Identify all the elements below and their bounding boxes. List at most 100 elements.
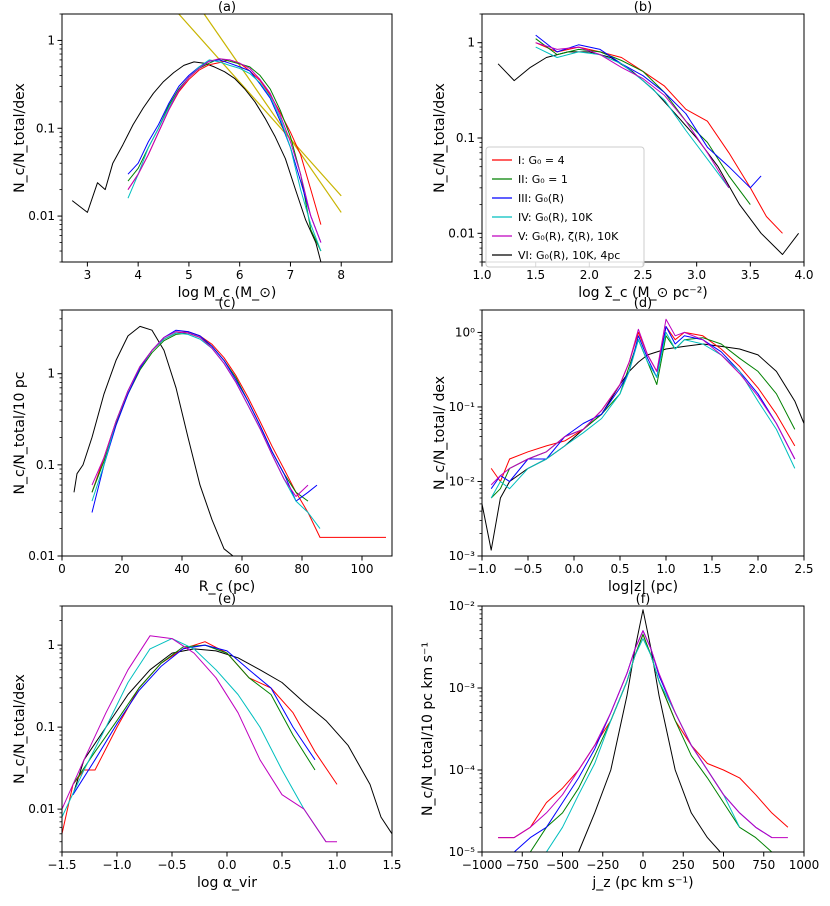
y-tick-label: 10⁻³ xyxy=(449,549,476,563)
series-line-VI xyxy=(71,61,322,262)
legend-label-II: II: G₀ = 1 xyxy=(518,173,568,186)
y-tick-label: 0.01 xyxy=(448,226,475,240)
x-tick-label: 3.0 xyxy=(687,268,706,282)
series-line-V xyxy=(62,635,337,843)
x-tick-label: −250 xyxy=(586,858,619,872)
x-tick-label: 0.0 xyxy=(217,858,236,872)
x-axis-label: log Σ_c (M_⊙ pc⁻²) xyxy=(578,285,708,301)
x-tick-label: 1.0 xyxy=(656,562,675,576)
series-line-II xyxy=(529,633,773,852)
y-axis-label: N_c/N_total/dex xyxy=(432,83,448,193)
x-tick-label: −750 xyxy=(506,858,539,872)
plot-frame xyxy=(61,309,393,557)
series-line-III xyxy=(72,644,316,795)
x-tick-label: −0.5 xyxy=(157,858,186,872)
y-axis-label: N_c/N_total/10 pc km s⁻¹ xyxy=(420,642,436,816)
series-line-II xyxy=(72,644,316,785)
x-tick-label: −1.0 xyxy=(102,858,131,872)
x-tick-label: 0.5 xyxy=(610,562,629,576)
series-line-V xyxy=(490,318,796,486)
y-tick-label: 0.01 xyxy=(28,209,55,223)
x-axis-label: log|z| (pc) xyxy=(608,579,678,595)
x-tick-label: 1.0 xyxy=(327,858,346,872)
series-line-IV xyxy=(91,332,321,529)
series-line-V xyxy=(535,42,730,189)
series-line-III xyxy=(513,630,773,852)
legend: I: G₀ = 4 II: G₀ = 1 III: G₀(R) IV: G₀(R), … xyxy=(485,146,645,268)
x-tick-label: 1.5 xyxy=(702,562,721,576)
x-tick-label: 2.5 xyxy=(633,268,652,282)
panel-title: (c) xyxy=(218,296,235,311)
x-tick-label: 4.0 xyxy=(794,268,813,282)
x-axis-label: R_c (pc) xyxy=(199,579,255,595)
series-line-I xyxy=(62,641,338,834)
plot-frame xyxy=(61,13,393,263)
y-tick-label: 10⁰ xyxy=(455,325,475,339)
fit-line-2 xyxy=(203,14,342,213)
series-line-I xyxy=(490,326,796,482)
x-tick-label: 2.0 xyxy=(748,562,767,576)
y-tick-label: 1 xyxy=(467,36,475,50)
x-tick-label: 1.0 xyxy=(472,268,491,282)
x-tick-label: 1.5 xyxy=(526,268,545,282)
series-line-II xyxy=(490,335,796,499)
y-tick-label: 0.1 xyxy=(36,458,55,472)
series-line-V xyxy=(127,58,322,243)
x-axis-label: log M_c (M_⊙) xyxy=(178,285,277,301)
x-tick-label: 7 xyxy=(287,268,295,282)
x-tick-label: −1000 xyxy=(462,858,503,872)
legend-label-VI: VI: G₀(R), 10K, 4pc xyxy=(518,249,620,262)
y-axis-label: N_c/N_total/ dex xyxy=(432,376,448,490)
x-tick-label: 3.5 xyxy=(741,268,760,282)
series-line-VI xyxy=(72,648,392,835)
series-line-III xyxy=(535,34,762,189)
x-tick-label: 40 xyxy=(174,562,189,576)
x-tick-label: 1.5 xyxy=(382,858,401,872)
x-tick-label: 0.0 xyxy=(564,562,583,576)
panel-title: (b) xyxy=(634,0,652,15)
series-line-III xyxy=(127,59,322,243)
legend-box xyxy=(485,146,645,268)
panel-title: (f) xyxy=(636,592,651,607)
y-axis-label: N_c/N_total/10 pc xyxy=(12,372,28,495)
y-tick-label: 10⁻⁴ xyxy=(449,763,476,777)
series-line-IV xyxy=(535,46,730,189)
x-tick-label: 5 xyxy=(185,268,193,282)
legend-label-I: I: G₀ = 4 xyxy=(518,154,565,167)
series-line-IV xyxy=(545,638,741,852)
y-tick-label: 1 xyxy=(47,367,55,381)
y-tick-label: 10⁻¹ xyxy=(449,400,476,414)
plot-frame xyxy=(481,309,805,557)
x-tick-label: 8 xyxy=(337,268,345,282)
x-tick-label: 1000 xyxy=(789,858,820,872)
legend-label-III: III: G₀(R) xyxy=(518,192,564,205)
x-tick-label: −1.5 xyxy=(47,858,76,872)
y-axis-label: N_c/N_total/dex xyxy=(12,674,28,784)
series-line-VI xyxy=(73,325,234,556)
series-line-IV xyxy=(127,59,322,252)
y-tick-label: 1 xyxy=(47,638,55,652)
x-tick-label: 20 xyxy=(114,562,129,576)
y-tick-label: 10⁻² xyxy=(449,474,476,488)
x-tick-label: 3 xyxy=(84,268,92,282)
fit-line-1 xyxy=(178,14,342,197)
y-tick-label: 10⁻² xyxy=(449,599,476,613)
y-tick-label: 0.01 xyxy=(28,549,55,563)
panel-title: (e) xyxy=(218,592,236,607)
legend-label-IV: IV: G₀(R), 10K xyxy=(518,211,593,224)
panel-title: (a) xyxy=(218,0,236,15)
y-tick-label: 0.1 xyxy=(456,131,475,145)
y-tick-label: 10⁻³ xyxy=(449,681,476,695)
x-tick-label: 80 xyxy=(294,562,309,576)
series-line-V xyxy=(91,331,309,497)
series-line-IV xyxy=(490,331,796,499)
x-tick-label: −1.0 xyxy=(467,562,496,576)
series-line-VI xyxy=(482,343,804,551)
x-tick-label: −500 xyxy=(546,858,579,872)
x-tick-label: 100 xyxy=(351,562,374,576)
panel-title: (d) xyxy=(634,296,652,311)
x-tick-label: −0.5 xyxy=(513,562,542,576)
y-tick-label: 0.01 xyxy=(28,802,55,816)
series-line-V xyxy=(498,630,788,839)
